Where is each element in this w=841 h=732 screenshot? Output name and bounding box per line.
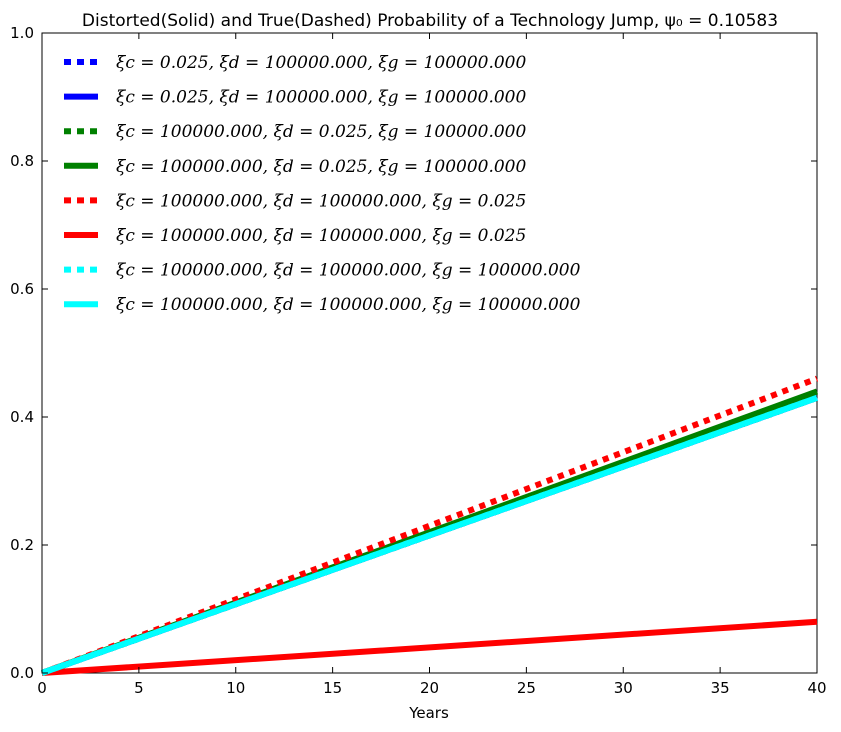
legend-label-1: ξc = 0.025, ξd = 100000.000, ξg = 100000… (116, 53, 526, 73)
x-tick-label: 40 (807, 679, 826, 697)
chart-title: Distorted(Solid) and True(Dashed) Probab… (82, 11, 778, 31)
legend-label-8: ξc = 100000.000, ξd = 100000.000, ξg = 1… (116, 295, 581, 315)
x-tick-label: 35 (711, 679, 730, 697)
y-tick-label: 0.0 (10, 664, 34, 682)
y-tick-label: 0.2 (10, 536, 34, 554)
x-tick-label: 10 (226, 679, 245, 697)
x-tick-label: 15 (323, 679, 342, 697)
y-tick-label: 0.8 (10, 152, 34, 170)
legend-label-7: ξc = 100000.000, ξd = 100000.000, ξg = 1… (116, 261, 581, 281)
axes-layer: 0 5 10 15 20 25 30 35 40 0.0 0.2 0.4 0.6 0.8 1.0 (10, 24, 826, 697)
y-tick-label: 1.0 (10, 24, 34, 42)
legend-label-5: ξc = 100000.000, ξd = 100000.000, ξg = 0… (116, 191, 526, 211)
legend-label-6: ξc = 100000.000, ξd = 100000.000, ξg = 0… (116, 226, 526, 246)
x-tick-label: 25 (517, 679, 536, 697)
x-tick-label: 0 (37, 679, 47, 697)
x-axis-title: Years (408, 704, 449, 722)
series-line-8 (40, 394, 819, 676)
x-tick-label: 5 (134, 679, 144, 697)
x-tick-label: 30 (614, 679, 633, 697)
legend-label-2: ξc = 0.025, ξd = 100000.000, ξg = 100000… (116, 88, 526, 108)
y-tick-label: 0.4 (10, 408, 34, 426)
series-line-6 (41, 618, 818, 676)
legend: ξc = 0.025, ξd = 100000.000, ξg = 100000… (64, 53, 581, 315)
x-tick-label: 20 (420, 679, 439, 697)
y-tick-label: 0.6 (10, 280, 34, 298)
legend-label-4: ξc = 100000.000, ξd = 0.025, ξg = 100000… (116, 157, 526, 177)
legend-label-3: ξc = 100000.000, ξd = 0.025, ξg = 100000… (116, 122, 526, 142)
series-layer (40, 375, 819, 676)
